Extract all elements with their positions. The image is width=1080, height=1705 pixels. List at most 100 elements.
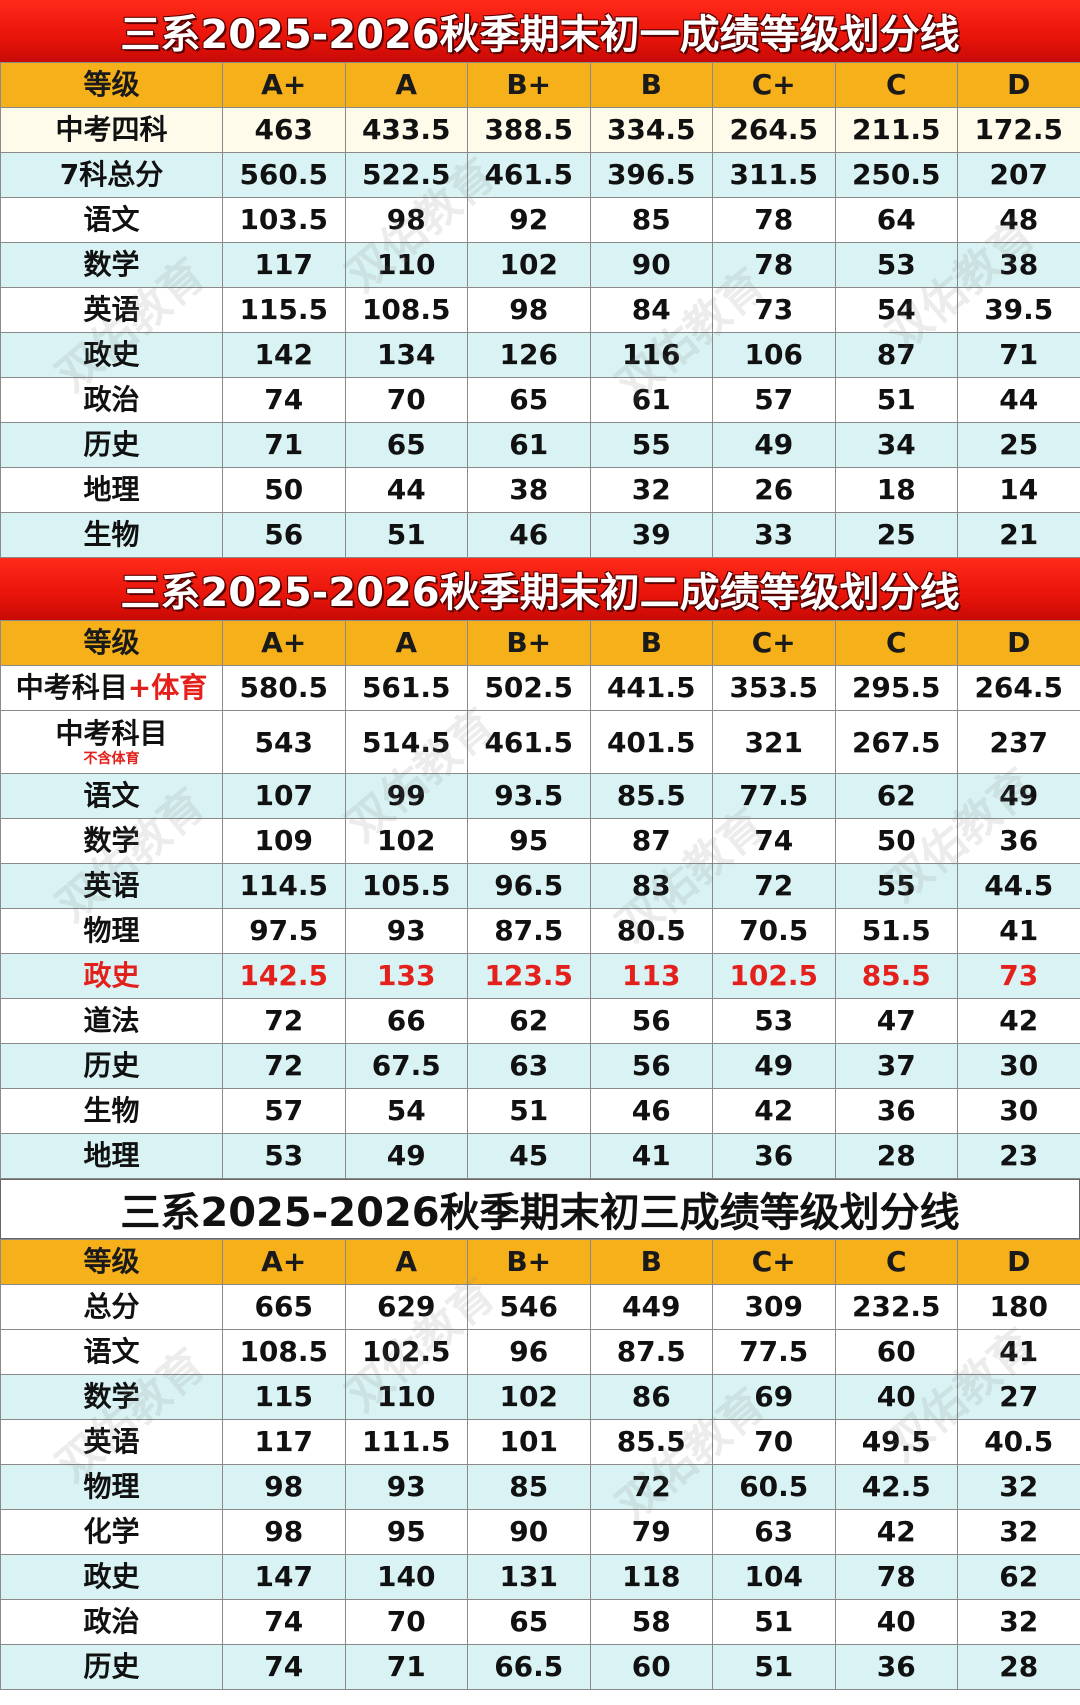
grade-header: C [834,620,958,666]
score-cell: 401.5 [589,710,713,774]
score-cell: 64 [834,197,958,243]
score-cell: 41 [589,1133,713,1179]
score-cell: 102.5 [712,953,836,999]
table-row: 历史 74 71 66.5 60 51 36 28 [0,1644,1080,1690]
table-row: 英语 114.5 105.5 96.5 83 72 55 44.5 [0,863,1080,909]
score-cell: 26 [712,467,836,513]
row-label: 历史 [0,1043,223,1089]
score-cell: 36 [834,1644,958,1690]
score-cell: 97.5 [222,908,346,954]
score-cell: 28 [834,1133,958,1179]
score-cell: 58 [589,1599,713,1645]
score-cell: 96 [467,1329,591,1375]
score-cell: 133 [344,953,468,999]
grade-header: B+ [467,62,591,108]
table-row: 7科总分 560.5 522.5 461.5 396.5 311.5 250.5 207 [0,152,1080,198]
score-cell: 102.5 [344,1329,468,1375]
table-row: 政治 74 70 65 61 57 51 44 [0,377,1080,423]
score-cell: 25 [834,512,958,558]
score-cell: 126 [467,332,591,378]
row-label-extra: +体育 [127,671,208,704]
score-cell: 49.5 [834,1419,958,1465]
score-cell: 93.5 [467,773,591,819]
grade-header-row: 等级 A+ A B+ B C+ C D [0,62,1080,108]
score-cell: 65 [344,422,468,468]
grade-header-label: 等级 [0,620,223,666]
row-label: 中考科目+体育 [0,665,223,711]
score-cell: 53 [834,242,958,288]
score-cell: 42 [957,998,1080,1044]
row-label: 政治 [0,377,223,423]
score-cell: 99 [344,773,468,819]
section-1-table: 等级 A+ A B+ B C+ C D 中考四科 463 433.5 388.5 334… [0,62,1080,558]
score-cell: 74 [712,818,836,864]
score-cell: 98 [222,1509,346,1555]
score-cell: 461.5 [467,710,591,774]
score-cell: 101 [467,1419,591,1465]
score-cell: 30 [957,1043,1080,1089]
grade-header-row: 等级 A+ A B+ B C+ C D [0,620,1080,666]
row-label: 数学 [0,818,223,864]
grade-header-row: 等级 A+ A B+ B C+ C D [0,1239,1080,1285]
score-cell: 441.5 [589,665,713,711]
grade-header-label: 等级 [0,1239,223,1285]
score-cell: 116 [589,332,713,378]
score-cell: 123.5 [467,953,591,999]
row-label: 英语 [0,1419,223,1465]
table-row: 英语 117 111.5 101 85.5 70 49.5 40.5 [0,1419,1080,1465]
score-cell: 51 [467,1088,591,1134]
score-cell: 34 [834,422,958,468]
table-row: 政史 147 140 131 118 104 78 62 [0,1554,1080,1600]
score-cell: 65 [467,377,591,423]
score-cell: 66 [344,998,468,1044]
score-cell: 83 [589,863,713,909]
score-cell: 295.5 [834,665,958,711]
grade-header: D [957,620,1080,666]
table-row: 中考科目 不含体育 543 514.5 461.5 401.5 321 267.5 237 [0,710,1080,774]
score-cell: 396.5 [589,152,713,198]
score-cell: 69 [712,1374,836,1420]
score-cell: 67.5 [344,1043,468,1089]
table-row: 地理 53 49 45 41 36 28 23 [0,1133,1080,1179]
score-cell: 38 [467,467,591,513]
score-cell: 131 [467,1554,591,1600]
score-cell: 55 [834,863,958,909]
score-cell: 48 [957,197,1080,243]
row-label: 地理 [0,1133,223,1179]
score-cell: 56 [222,512,346,558]
score-cell: 73 [957,953,1080,999]
row-label: 物理 [0,908,223,954]
score-cell: 61 [589,377,713,423]
score-cell: 53 [712,998,836,1044]
score-cell: 85.5 [834,953,958,999]
row-label: 英语 [0,287,223,333]
row-label: 地理 [0,467,223,513]
row-label: 历史 [0,1644,223,1690]
score-cell: 57 [712,377,836,423]
score-cell: 40 [834,1374,958,1420]
score-cell: 77.5 [712,1329,836,1375]
score-cell: 85.5 [589,773,713,819]
score-cell: 449 [589,1284,713,1330]
score-cell: 79 [589,1509,713,1555]
score-cell: 108.5 [344,287,468,333]
score-cell: 14 [957,467,1080,513]
score-cell: 546 [467,1284,591,1330]
score-cell: 106 [712,332,836,378]
grade-header-label: 等级 [0,62,223,108]
score-cell: 115.5 [222,287,346,333]
score-cell: 72 [222,1043,346,1089]
score-cell: 25 [957,422,1080,468]
score-cell: 46 [467,512,591,558]
row-label: 总分 [0,1284,223,1330]
section-2-title: 三系2025-2026秋季期末初二成绩等级划分线 [0,558,1080,620]
row-label: 政史 [0,332,223,378]
score-cell: 87 [589,818,713,864]
grade-header: B [589,1239,713,1285]
score-cell: 629 [344,1284,468,1330]
score-cell: 85.5 [589,1419,713,1465]
score-cell: 172.5 [957,107,1080,153]
score-cell: 102 [467,1374,591,1420]
score-cell: 267.5 [834,710,958,774]
score-cell: 92 [467,197,591,243]
